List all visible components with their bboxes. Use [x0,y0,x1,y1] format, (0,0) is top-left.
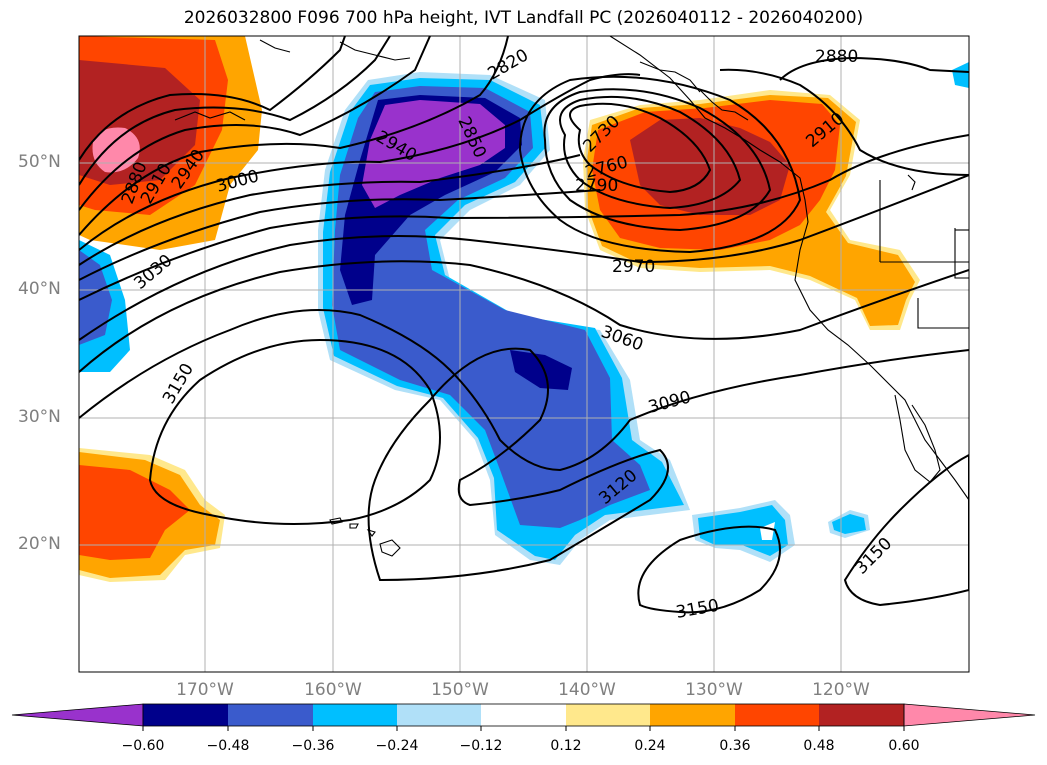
colorbar-tick-label: 0.48 [803,738,835,754]
lon-label-160w: 160°W [304,680,362,700]
lon-label-120w: 120°W [812,680,870,700]
colorbar-tick-label: 0.12 [550,738,582,754]
colorbar-segment [143,704,228,726]
colorbar-outline [142,703,905,727]
contour-label-2880-east: 2880 [815,47,858,67]
graticule [79,36,969,672]
colorbar-tick-label: −0.60 [121,738,165,754]
colorbar-tick-label: −0.36 [291,738,335,754]
colorbar-segment [313,704,397,726]
contour-label-2790: 2790 [575,176,618,196]
lat-label-40n: 40°N [18,279,61,299]
colorbar-segment [650,704,735,726]
contour-label-2970: 2970 [612,257,655,277]
colorbar-tick-label: −0.48 [206,738,250,754]
colorbar-segment [397,704,481,726]
colorbar-tick-label: 0.24 [634,738,666,754]
colorbar-segment [566,704,650,726]
height-contours [79,36,969,614]
colorbar-tick-label: −0.24 [375,738,419,754]
lat-label-50n: 50°N [18,152,61,172]
lat-label-30n: 30°N [18,407,61,427]
colorbar-segment [735,704,819,726]
lon-label-140w: 140°W [558,680,616,700]
lat-label-20n: 20°N [18,534,61,554]
colorbar-segment [481,704,566,726]
lon-label-130w: 130°W [685,680,743,700]
colorbar-tick-marks [142,726,905,731]
colorbar [11,703,1036,731]
map-title: 2026032800 F096 700 hPa height, IVT Land… [183,8,864,28]
map-frame [78,35,970,673]
colorbar-tick-label: 0.60 [888,738,920,754]
colorbar-tick-label: −0.12 [459,738,503,754]
colorbar-segment [819,704,904,726]
colorbar-extend-high [903,703,1036,727]
positive-anomaly-west [79,36,262,250]
coastlines [174,36,969,557]
lon-label-170w: 170°W [176,680,234,700]
lon-label-150w: 150°W [431,680,489,700]
negative-anomaly-east [692,62,969,562]
positive-anomaly-southwest [79,448,225,582]
colorbar-extend-low [11,703,144,727]
map-plot-area: 2820 2850 2880 2880 2910 2910 2940 2940 … [79,36,969,672]
colorbar-tick-label: 0.36 [719,738,751,754]
colorbar-segment [228,704,313,726]
